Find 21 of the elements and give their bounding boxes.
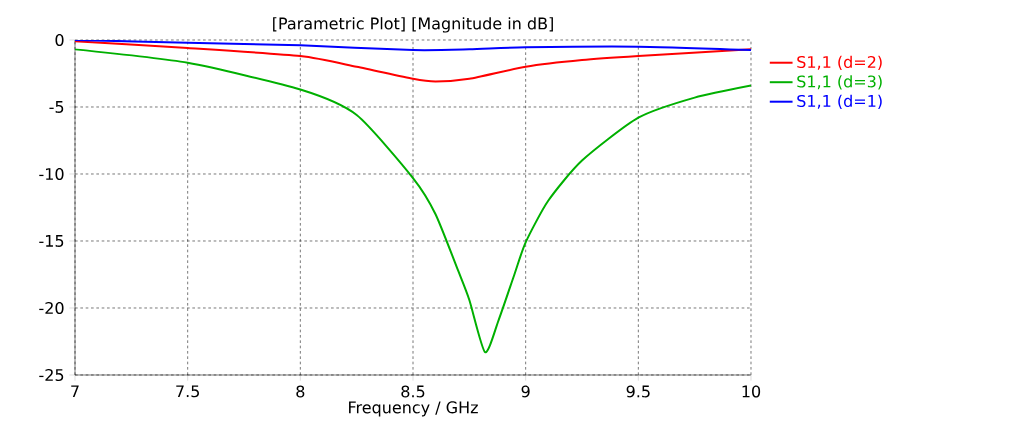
y-tick-label: -15: [39, 235, 64, 247]
legend-label: S1,1 (d=3): [797, 75, 882, 90]
x-tick-label: 8: [296, 385, 305, 398]
y-tick-label: -5: [49, 101, 64, 113]
legend-label: S1,1 (d=1): [797, 94, 882, 109]
chart-title: [Parametric Plot] [Magnitude in dB]: [273, 17, 553, 33]
x-axis-title: Frequency / GHz: [349, 401, 478, 417]
x-tick-label: 7: [71, 385, 79, 398]
y-tick-label: 0: [55, 33, 64, 47]
x-tick-label: 9.5: [626, 385, 650, 398]
line-series: [75, 40, 751, 83]
line-series: [75, 48, 751, 354]
y-tick-label: -10: [39, 167, 64, 181]
x-tick-label: 10: [742, 385, 761, 398]
x-tick-label: 7.5: [176, 385, 199, 398]
x-tick-label: 8.5: [401, 385, 425, 398]
y-tick-label: -25: [39, 368, 64, 382]
y-tick-label: -20: [39, 301, 64, 315]
legend-label: S1,1 (d=2): [797, 55, 882, 70]
x-tick-label: 9: [521, 385, 530, 398]
line-series: [75, 39, 751, 52]
